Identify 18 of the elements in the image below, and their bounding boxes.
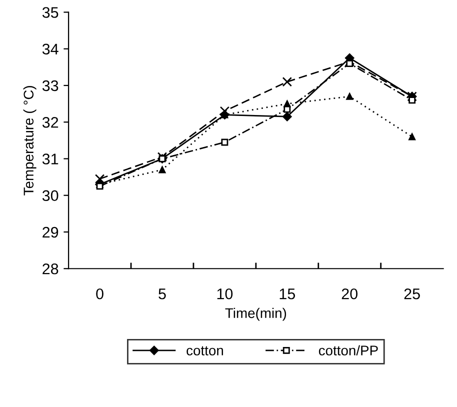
x-tick-label: 10 [217, 288, 233, 300]
legend-label: cotton [186, 346, 223, 356]
y-tick-label: 33 [42, 80, 58, 92]
y-axis-title: Temperature ( °C) [23, 86, 36, 196]
y-tick-label: 31 [42, 154, 58, 164]
legend-label: cotton/PP [318, 345, 378, 356]
y-tick-label: 30 [42, 190, 58, 202]
y-tick-label: 28 [42, 263, 58, 274]
x-tick-label: 5 [158, 288, 166, 300]
y-tick-label: 29 [42, 226, 58, 238]
y-tick-label: 32 [42, 116, 58, 128]
y-tick-label: 35 [42, 7, 58, 18]
y-tick-label: 34 [42, 44, 58, 55]
x-tick-label: 25 [404, 288, 420, 300]
x-axis-title: Time(min) [225, 308, 286, 321]
x-tick-label: 20 [342, 288, 358, 300]
x-tick-label: 0 [96, 288, 104, 300]
x-tick-label: 15 [280, 288, 296, 300]
